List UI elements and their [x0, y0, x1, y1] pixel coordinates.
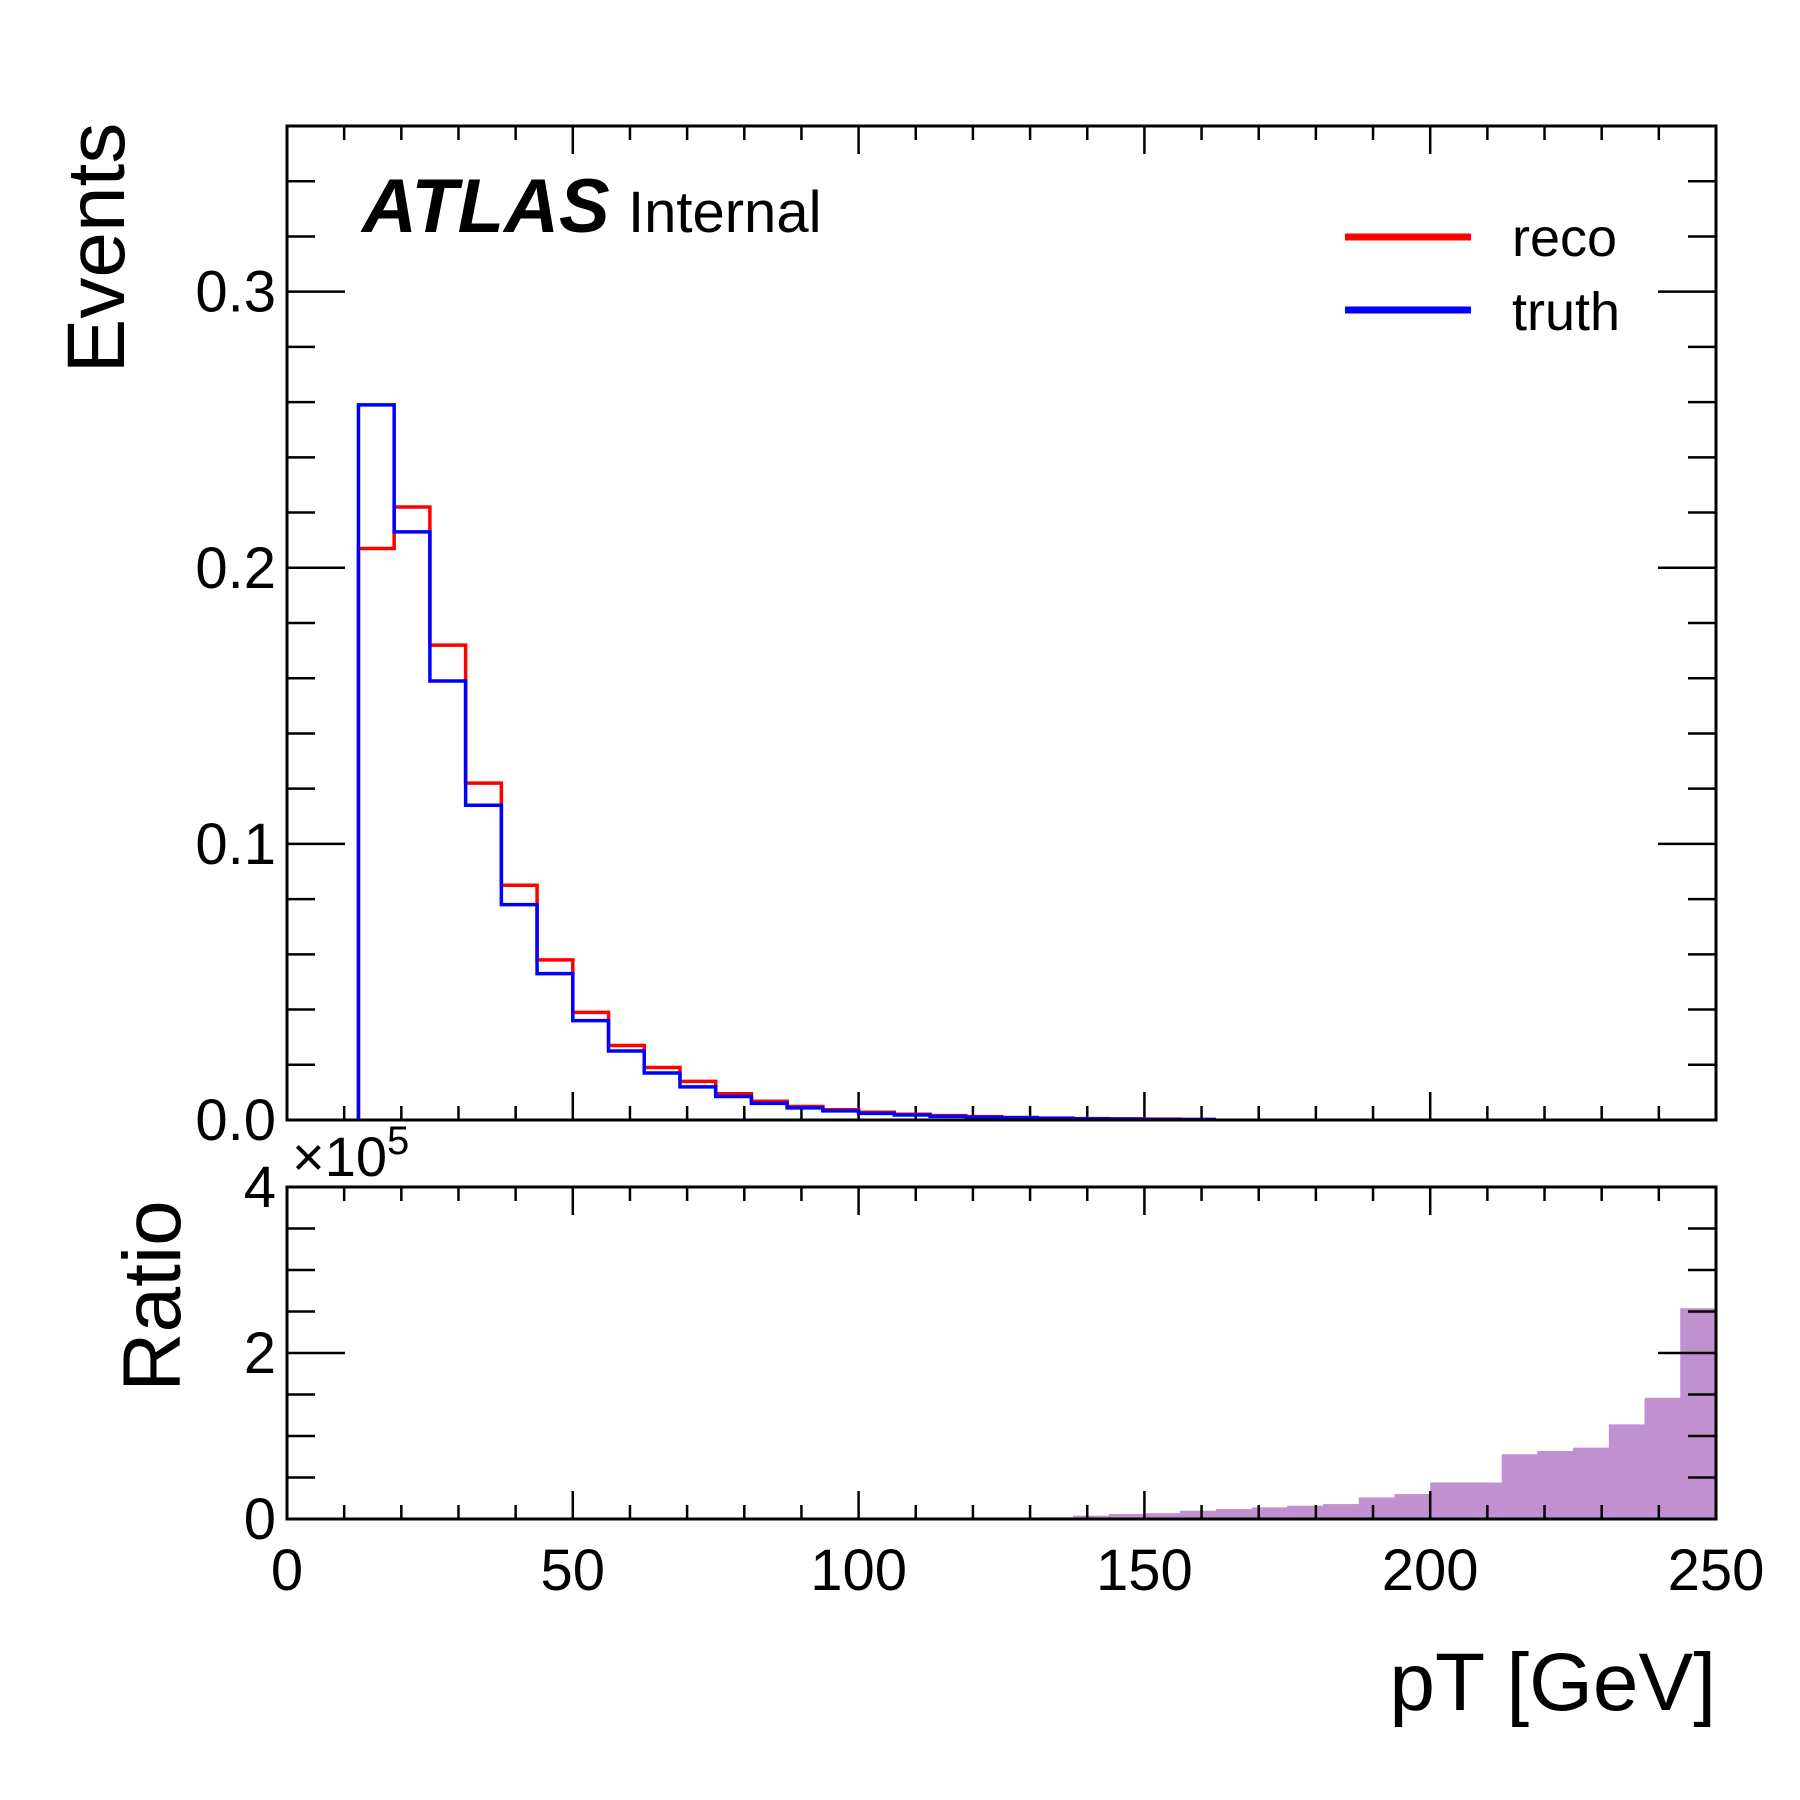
ratio-xtick-label: 100 [810, 1538, 907, 1603]
legend: reco truth [1345, 208, 1620, 342]
ratio-bar [1287, 1506, 1323, 1519]
main-ytick-label: 0.2 [195, 536, 276, 601]
ratio-bar [1359, 1497, 1395, 1519]
y-axis-multiplier: ×105 [292, 1119, 409, 1188]
y-axis-multiplier-exponent: 5 [387, 1119, 409, 1163]
ratio-bars [1037, 1308, 1716, 1519]
ratio-bar [1323, 1504, 1359, 1519]
ratio-bar [1573, 1448, 1609, 1519]
main-series [358, 405, 1215, 1120]
main-ytick-label: 0.1 [195, 812, 276, 877]
ratio-bar [1645, 1398, 1681, 1519]
ratio-xtick-label: 50 [541, 1538, 606, 1603]
legend-label-reco: reco [1512, 208, 1617, 268]
series-truth-step [358, 405, 1215, 1120]
ratio-bar [1430, 1482, 1466, 1519]
main-ytick-label: 0.0 [195, 1088, 276, 1153]
ratio-bar [1502, 1454, 1538, 1519]
ratio-xtick-labels: 0 50 100 150 200 250 [271, 1538, 1765, 1603]
ratio-bar [1680, 1308, 1716, 1519]
main-plot-frame [287, 126, 1716, 1120]
y-axis-multiplier-base: ×10 [292, 1125, 387, 1188]
ratio-xtick-label: 250 [1668, 1538, 1765, 1603]
ratio-bar [1609, 1424, 1645, 1519]
ratio-ytick-label: 4 [244, 1155, 276, 1220]
main-ytick-label: 0.3 [195, 260, 276, 325]
ratio-xtick-label: 200 [1382, 1538, 1479, 1603]
ratio-y-axis-label: Ratio [107, 1200, 198, 1391]
ratio-bar [1537, 1451, 1573, 1519]
ratio-xtick-label: 150 [1096, 1538, 1193, 1603]
main-y-axis-label: Events [51, 123, 142, 374]
ratio-xtick-label: 0 [271, 1538, 303, 1603]
ratio-bar [1394, 1494, 1430, 1519]
ratio-ytick-labels: 024 [244, 1155, 276, 1552]
atlas-label: ATLAS [360, 164, 610, 249]
ratio-ytick-label: 2 [244, 1321, 276, 1386]
main-ytick-labels: 0.0 0.1 0.2 0.3 [195, 260, 276, 1153]
main-ticks [287, 126, 1716, 1120]
main-panel: 0.00.10.20.3 Events ×105 ATLAS Internal … [51, 123, 1716, 1188]
ratio-bar [1252, 1507, 1288, 1519]
legend-label-truth: truth [1512, 282, 1620, 342]
series-reco-step [358, 507, 1215, 1120]
x-axis-label: pT [GeV] [1389, 1637, 1716, 1728]
atlas-sublabel: Internal [628, 180, 821, 245]
ratio-bar [1466, 1482, 1502, 1519]
ratio-panel: 0 2 4 0 50 100 150 200 250 Ratio pT [GeV] [107, 1155, 1764, 1728]
